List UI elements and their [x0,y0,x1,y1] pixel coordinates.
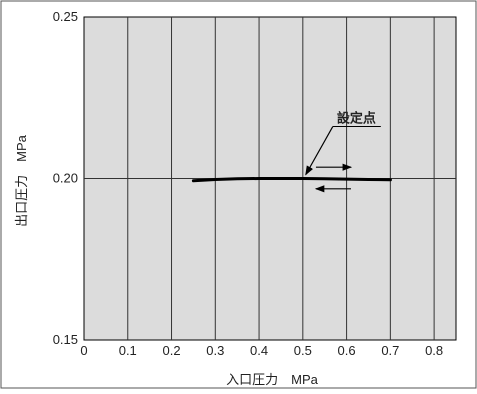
annotations: 設定点 [305,111,381,193]
x-tick-label: 0.5 [294,343,312,358]
set-point-leader-line [305,126,334,176]
data-series [191,177,392,183]
set-point-label: 設定点 [337,111,376,126]
x-tick-label: 0.3 [206,343,224,358]
y-tick-label: 0.25 [53,9,78,24]
x-tick-label: 0.1 [119,343,137,358]
x-tick-label: 0.4 [250,343,268,358]
y-tick-label: 0.15 [53,332,78,347]
x-tick-label: 0.2 [162,343,180,358]
y-tick-label: 0.20 [53,171,78,186]
x-axis-label: 入口圧力 MPa [226,372,319,387]
outlet-pressure-curve [191,177,392,183]
x-tick-label: 0 [80,343,87,358]
y-axis-label: 出口圧力 MPa [14,134,29,227]
tick-labels: 0 0.1 0.2 0.3 0.4 0.5 0.6 0.7 0.8 0.25 0.20 0.15 [53,9,443,358]
x-tick-label: 0.8 [425,343,443,358]
x-tick-label: 0.7 [381,343,399,358]
x-tick-label: 0.6 [338,343,356,358]
